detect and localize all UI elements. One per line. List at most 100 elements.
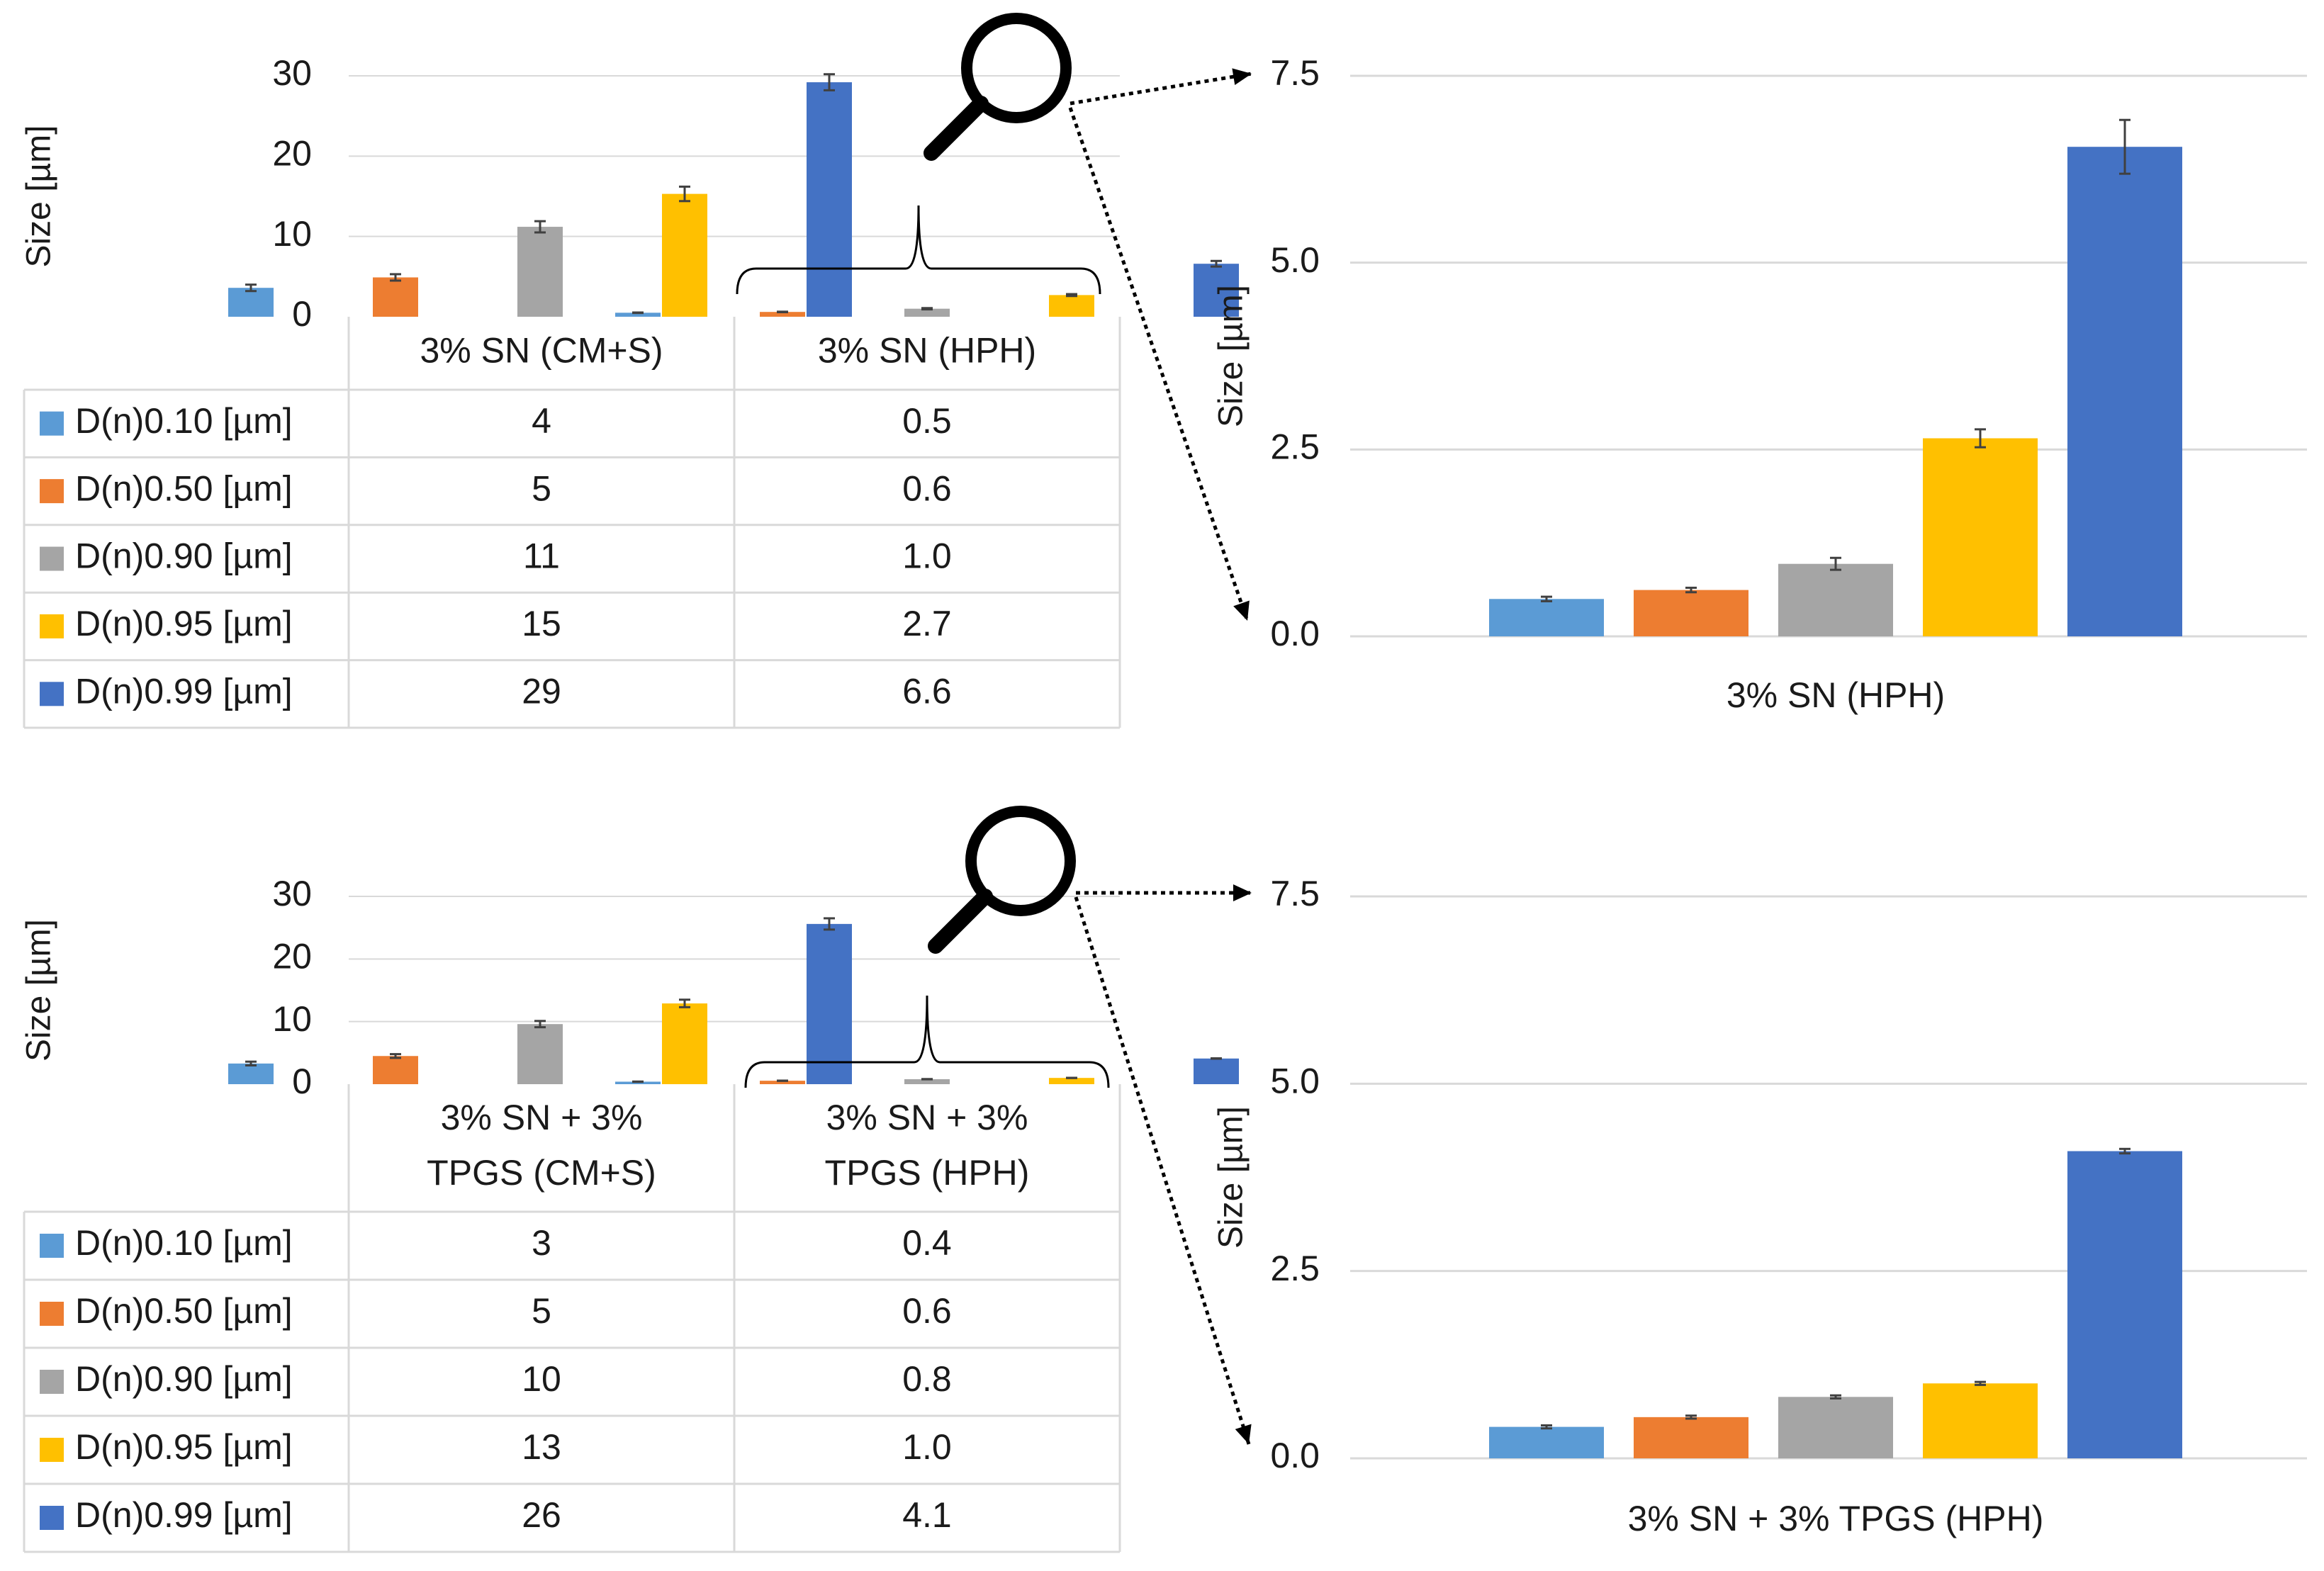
magnifier-icon (928, 806, 1076, 954)
legend-swatch (40, 682, 64, 706)
legend-label: D(n)0.50 [µm] (75, 1291, 293, 1331)
y-tick-label: 2.5 (1270, 1249, 1320, 1288)
legend-swatch (40, 1302, 64, 1326)
error-bar (245, 1060, 257, 1066)
bar (662, 193, 707, 317)
bar (1049, 1078, 1094, 1084)
error-bar (921, 307, 933, 311)
table-header-cell: 3% SN + 3% (826, 1098, 1028, 1137)
table-cell: 0.5 (902, 401, 952, 441)
table-cell: 29 (522, 672, 561, 711)
legend-label: D(n)0.10 [µm] (75, 401, 293, 441)
y-tick-label: 30 (272, 874, 312, 913)
y-tick-label: 20 (272, 937, 312, 976)
table-cell: 6.6 (902, 672, 952, 711)
zoom-chart-sn_zoom: 0.0 2.5 5.0 7.5 Size [µm] 3% SN (HPH) (1213, 53, 2307, 715)
error-bar (390, 1053, 401, 1059)
dotted-arrow-line (1070, 72, 1252, 106)
y-axis-title: Size [µm] (1213, 1106, 1250, 1249)
bar (615, 1081, 661, 1084)
legend-swatch (40, 614, 64, 638)
bar (807, 82, 852, 317)
bar (760, 1081, 805, 1084)
y-tick-label: 7.5 (1270, 874, 1320, 913)
y-tick-label: 20 (272, 134, 312, 174)
bar (373, 1056, 418, 1084)
bar (373, 277, 418, 317)
y-tick-label: 5.0 (1270, 240, 1320, 280)
error-bar (1975, 1380, 1986, 1386)
error-bar (632, 311, 644, 315)
error-bar (679, 998, 690, 1008)
bar (904, 308, 950, 317)
legend-label: D(n)0.90 [µm] (75, 1359, 293, 1399)
dotted-arrow (1070, 68, 1252, 106)
bar (1194, 264, 1239, 317)
y-tick-label: 10 (272, 214, 312, 254)
legend-swatch (40, 1438, 64, 1462)
table-cell: 3 (532, 1223, 551, 1263)
bar (904, 1079, 950, 1084)
error-bar (1541, 595, 1552, 602)
zoom-chart-sn_tpgs_zoom: 0.0 2.5 5.0 7.5 Size [µm] 3% SN + 3% TPGS (HP… (1213, 874, 2307, 1538)
bar (662, 1003, 707, 1084)
table-cell: 1.0 (902, 536, 952, 576)
table-cell: 1.0 (902, 1427, 952, 1467)
bar (1634, 590, 1748, 636)
bar (517, 227, 563, 317)
dotted-arrow-head (1233, 884, 1252, 901)
bar (1923, 1383, 2038, 1458)
legend-label: D(n)0.10 [µm] (75, 1223, 293, 1263)
error-bar (390, 273, 401, 282)
bar (1778, 563, 1893, 636)
table-cell: 10 (522, 1359, 561, 1399)
error-bar (1830, 1394, 1841, 1400)
table-cell: 15 (522, 604, 561, 643)
error-bar (2119, 118, 2131, 175)
legend-swatch (40, 479, 64, 504)
error-bar (1066, 293, 1077, 298)
table-header-cell: 3% SN + 3% (441, 1098, 643, 1137)
dotted-arrow (1074, 896, 1252, 1445)
table-header-cell: 3% SN (CM+S) (420, 331, 663, 371)
bar (1489, 599, 1604, 636)
bar (760, 312, 805, 317)
y-tick-label: 10 (272, 999, 312, 1039)
error-bar (1685, 586, 1697, 594)
y-tick-label: 7.5 (1270, 53, 1320, 93)
error-bar (1541, 1424, 1552, 1430)
y-tick-label: 0 (292, 294, 312, 334)
table-cell: 4.1 (902, 1495, 952, 1535)
curly-brace (744, 995, 1110, 1088)
x-category-label: 3% SN (HPH) (1727, 675, 1945, 715)
legend-label: D(n)0.99 [µm] (75, 1495, 293, 1535)
legend-label: D(n)0.95 [µm] (75, 1427, 293, 1467)
error-bar (534, 1020, 546, 1029)
error-bar (534, 220, 546, 234)
table-cell: 4 (532, 401, 551, 441)
table-cell: 5 (532, 468, 551, 508)
y-tick-label: 0 (292, 1062, 312, 1101)
table-cell: 0.6 (902, 1291, 952, 1331)
y-tick-label: 0.0 (1270, 1436, 1320, 1475)
legend-swatch (40, 546, 64, 571)
table-cell: 13 (522, 1427, 561, 1467)
table-cell: 11 (523, 536, 560, 576)
magnifier-lens (965, 806, 1076, 916)
dotted-arrow (1068, 107, 1250, 621)
magnifier-icon (924, 13, 1072, 161)
bar (2067, 1151, 2182, 1458)
bar (1778, 1397, 1893, 1458)
error-bar (1975, 428, 1986, 449)
overview-chart-sn_overview: 0 10 20 30 Size [µm] 3% SN (CM+S) 3% SN (HPH) D… (21, 13, 1252, 729)
table-cell: 0.8 (902, 1359, 952, 1399)
table-header-cell: TPGS (CM+S) (427, 1153, 656, 1193)
dotted-arrow-head (1233, 600, 1250, 621)
bar (2067, 147, 2182, 636)
y-tick-label: 5.0 (1270, 1062, 1320, 1101)
bar (1634, 1417, 1748, 1458)
magnifier-handle (924, 96, 989, 161)
y-tick-label: 30 (272, 53, 312, 93)
y-tick-label: 2.5 (1270, 427, 1320, 467)
